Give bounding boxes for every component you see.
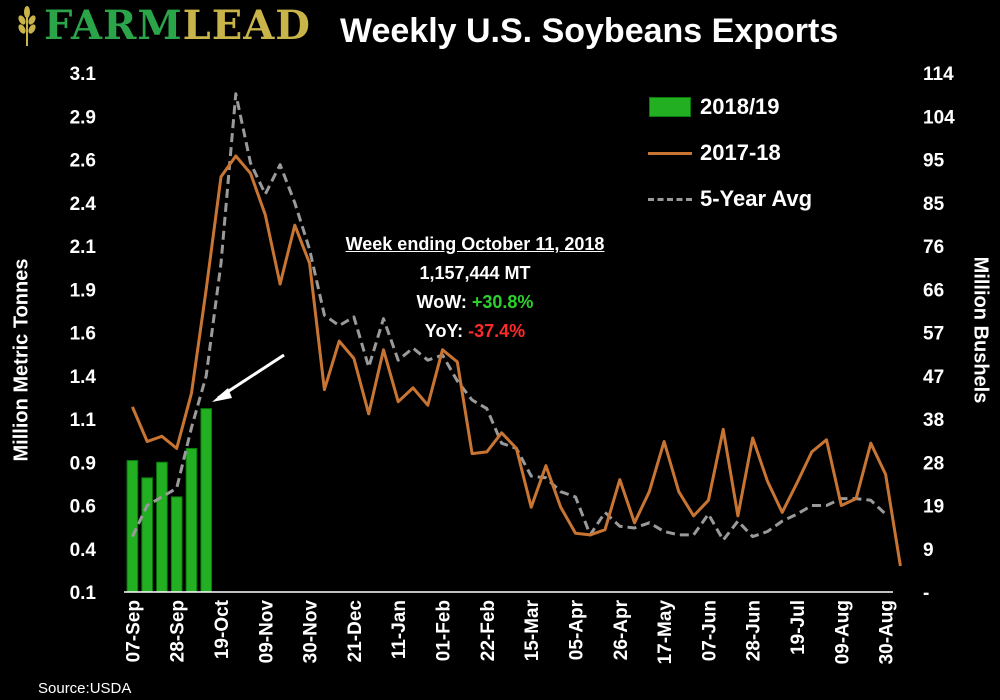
x-tick-label: 28-Jun <box>744 600 765 661</box>
bars-2018-19 <box>126 408 213 593</box>
x-tick-label: 19-Jul <box>788 600 809 655</box>
y-ticks-left: 3.1 2.9 2.6 2.4 2.1 1.9 1.6 1.4 1.1 0.9 0.6 0.4 0.1 <box>70 64 97 604</box>
y-tick-label-right: 85 <box>923 194 945 215</box>
x-tick-label: 22-Feb <box>478 600 499 661</box>
legend-label: 5-Year Avg <box>700 186 813 211</box>
bar-2018-19 <box>156 461 168 593</box>
y-tick-label-right: - <box>923 583 929 604</box>
legend: 2018/19 2017-18 5-Year Avg <box>648 84 812 222</box>
wow-label: WoW: <box>416 292 472 312</box>
source-note: Source:USDA <box>38 680 132 697</box>
series-line <box>131 154 902 567</box>
legend-swatch-dashed <box>648 189 692 209</box>
legend-swatch-solid <box>648 143 692 163</box>
chart-title: Weekly U.S. Soybeans Exports <box>340 12 839 50</box>
x-tick-label: 11-Jan <box>389 600 410 659</box>
y-tick-label: 0.9 <box>70 453 96 474</box>
bar-2018-19 <box>170 496 183 593</box>
farmlead-logo: FARMLEAD <box>14 4 311 48</box>
bar-2018-19 <box>126 460 139 593</box>
y-tick-label-right: 38 <box>923 410 944 431</box>
wow-value: +30.8% <box>471 292 534 312</box>
series-2017-18 <box>131 154 902 567</box>
annotation-title: Week ending October 11, 2018 <box>345 234 605 254</box>
x-tick-label: 01-Feb <box>434 600 455 661</box>
yoy-label: YoY: <box>424 321 469 341</box>
y-tick-label-right: 76 <box>923 237 944 258</box>
y-tick-label-right: 9 <box>923 540 934 561</box>
y-tick-label: 2.9 <box>70 107 96 128</box>
x-tick-label: 26-Apr <box>611 599 632 660</box>
y-tick-label-right: 95 <box>923 151 945 172</box>
y-tick-label: 2.1 <box>70 237 97 258</box>
x-tick-label: 09-Aug <box>832 600 853 664</box>
y-tick-label: 1.9 <box>70 280 96 301</box>
y-tick-label: 2.6 <box>70 151 96 172</box>
y-tick-label: 1.1 <box>70 410 97 431</box>
legend-label: 2018/19 <box>700 94 780 119</box>
y-ticks-right: 114 104 95 85 76 66 57 47 38 28 19 9 - <box>923 64 955 604</box>
y-tick-label: 2.4 <box>70 194 97 215</box>
annotation-yoy: YoY: -37.4% <box>300 317 650 346</box>
y-tick-label: 3.1 <box>70 64 97 85</box>
x-tick-label: 30-Aug <box>877 600 898 664</box>
x-ticks: 07-Sep 28-Sep 19-Oct 09-Nov 30-Nov 21-Dec 11-J… <box>123 599 897 664</box>
x-tick-label: 09-Nov <box>256 600 277 664</box>
logo-text: FARMLEAD <box>44 4 311 48</box>
legend-item-5yr-avg: 5-Year Avg <box>648 176 812 222</box>
legend-swatch-bar <box>648 97 692 117</box>
bar-2018-19 <box>141 477 153 593</box>
y-tick-label-right: 47 <box>923 367 944 388</box>
yoy-value: -37.4% <box>468 321 526 341</box>
annotation-arrowhead <box>212 388 232 402</box>
legend-item-2017-18: 2017-18 <box>648 130 812 176</box>
annotation-box: Week ending October 11, 2018 1,157,444 M… <box>300 230 650 346</box>
x-tick-label: 21-Dec <box>345 600 366 663</box>
annotation-amount: 1,157,444 MT <box>419 263 531 283</box>
x-tick-label: 30-Nov <box>301 600 322 664</box>
x-tick-label: 17-May <box>655 600 676 665</box>
bar-2018-19 <box>185 447 198 593</box>
y-tick-label: 0.1 <box>70 583 97 604</box>
x-tick-label: 28-Sep <box>168 600 189 662</box>
y-tick-label: 0.6 <box>70 497 96 518</box>
x-tick-label: 15-Mar <box>522 599 543 661</box>
logo-farm: FARM <box>44 2 183 49</box>
wheat-icon <box>18 6 36 46</box>
x-tick-label: 05-Apr <box>566 599 587 660</box>
logo-lead: LEAD <box>182 2 311 49</box>
x-tick-label: 19-Oct <box>212 599 233 659</box>
y-tick-label: 1.6 <box>70 324 96 345</box>
legend-label: 2017-18 <box>700 140 781 165</box>
y-tick-label-right: 104 <box>923 107 955 128</box>
y-tick-label: 0.4 <box>70 540 97 561</box>
y-tick-label-right: 28 <box>923 453 944 474</box>
x-tick-label: 07-Sep <box>123 600 144 662</box>
y-tick-label: 1.4 <box>70 367 97 388</box>
x-tick-label: 07-Jun <box>699 600 720 661</box>
bar-2018-19 <box>200 408 213 593</box>
y-tick-label-right: 114 <box>923 64 954 85</box>
y-tick-label-right: 19 <box>923 497 944 518</box>
y-tick-label-right: 57 <box>923 324 944 345</box>
y-tick-label-right: 66 <box>923 280 944 301</box>
legend-item-2018-19: 2018/19 <box>648 84 812 130</box>
annotation-wow: WoW: +30.8% <box>300 288 650 317</box>
